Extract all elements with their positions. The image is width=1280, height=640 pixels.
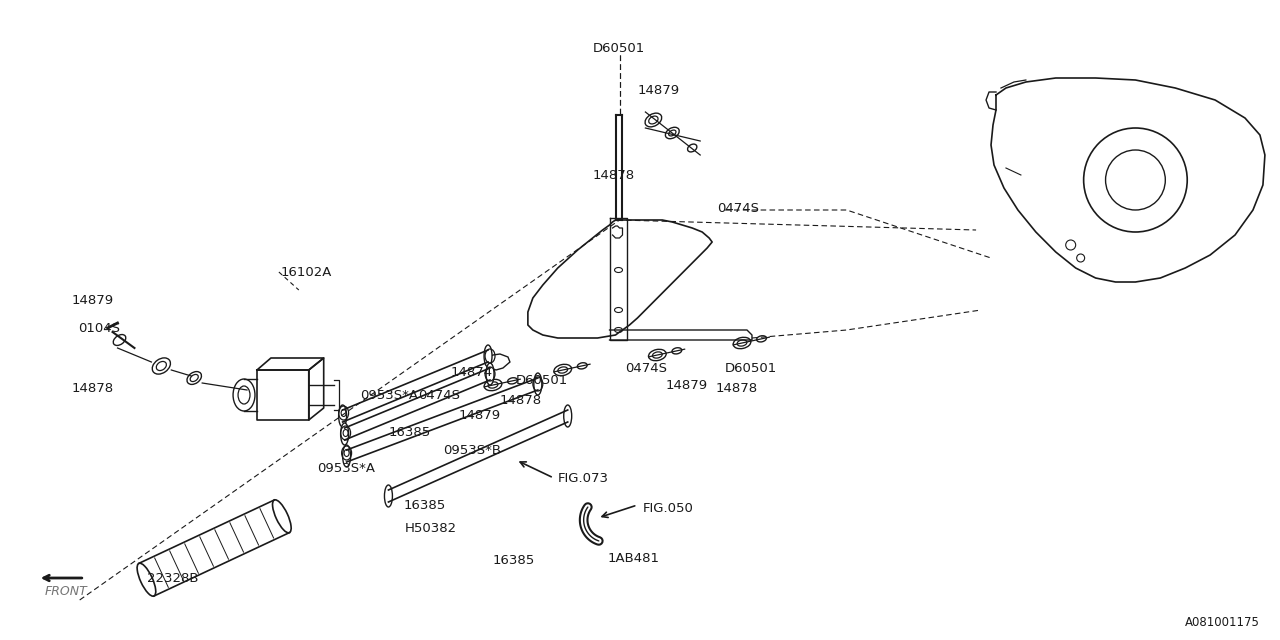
Text: D60501: D60501 xyxy=(593,42,645,54)
Text: 14879: 14879 xyxy=(458,408,500,422)
Ellipse shape xyxy=(339,405,347,427)
Text: 16102A: 16102A xyxy=(280,266,333,278)
Text: 14878: 14878 xyxy=(500,394,543,406)
Text: 22328B: 22328B xyxy=(147,572,198,584)
Text: 16385: 16385 xyxy=(403,499,445,511)
Text: 0104S: 0104S xyxy=(78,321,120,335)
Text: 16385: 16385 xyxy=(388,426,430,438)
Text: 0953S*B: 0953S*B xyxy=(443,444,502,456)
Text: 14878: 14878 xyxy=(72,381,114,394)
Text: 14879: 14879 xyxy=(666,378,708,392)
Text: 14879: 14879 xyxy=(72,294,114,307)
Ellipse shape xyxy=(486,363,494,385)
Text: 0474S: 0474S xyxy=(419,388,461,401)
Text: A081001175: A081001175 xyxy=(1185,616,1260,628)
Ellipse shape xyxy=(340,423,348,445)
Ellipse shape xyxy=(233,379,255,411)
Text: 16385: 16385 xyxy=(493,554,535,566)
Text: 0474S: 0474S xyxy=(626,362,667,374)
Ellipse shape xyxy=(484,345,492,367)
Text: 0953S*A: 0953S*A xyxy=(316,461,375,474)
Text: FIG.073: FIG.073 xyxy=(558,472,609,484)
Ellipse shape xyxy=(384,485,393,507)
Ellipse shape xyxy=(273,500,291,533)
Text: 0474S: 0474S xyxy=(717,202,759,214)
Text: 14878: 14878 xyxy=(716,381,758,394)
Text: H50382: H50382 xyxy=(404,522,457,534)
Text: 14874: 14874 xyxy=(451,365,493,378)
Text: D60501: D60501 xyxy=(724,362,777,374)
Text: 14879: 14879 xyxy=(637,83,680,97)
Text: 1AB481: 1AB481 xyxy=(608,552,659,564)
Text: 14878: 14878 xyxy=(593,168,635,182)
Ellipse shape xyxy=(563,405,572,427)
Ellipse shape xyxy=(343,445,351,467)
Text: FRONT: FRONT xyxy=(45,585,87,598)
Text: 0953S*A: 0953S*A xyxy=(361,388,419,401)
Ellipse shape xyxy=(534,373,541,395)
Text: D60501: D60501 xyxy=(516,374,568,387)
Ellipse shape xyxy=(137,563,156,596)
Text: FIG.050: FIG.050 xyxy=(643,502,694,515)
